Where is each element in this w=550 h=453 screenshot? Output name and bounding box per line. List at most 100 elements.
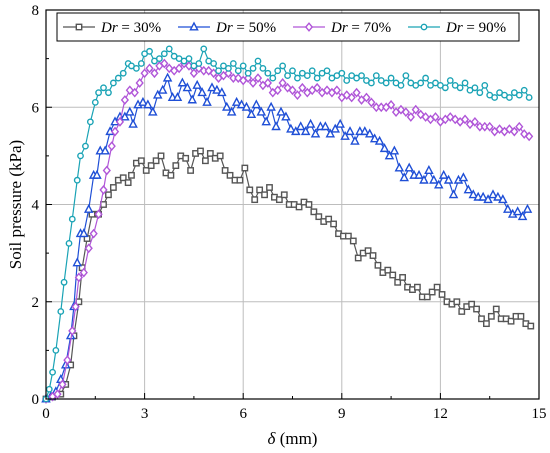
data-point [382, 79, 390, 87]
x-tick-label: 12 [433, 406, 448, 422]
data-point [249, 64, 257, 72]
data-point [84, 243, 93, 254]
data-point [91, 98, 99, 106]
data-point [433, 283, 441, 291]
data-point [369, 133, 380, 143]
data-point [313, 74, 321, 82]
data-point [278, 78, 287, 88]
data-point [478, 315, 485, 323]
legend-label: Dr = 30% [100, 20, 161, 36]
data-point [261, 191, 268, 199]
data-point [83, 203, 94, 213]
data-point [94, 209, 103, 220]
data-point [431, 112, 440, 122]
data-point [253, 73, 263, 83]
data-point [340, 130, 350, 140]
data-point [172, 162, 180, 169]
data-point [65, 239, 73, 247]
data-point [443, 174, 454, 184]
data-point [332, 85, 341, 96]
data-point [517, 211, 528, 221]
x-tick-label: 6 [239, 406, 247, 422]
data-point [276, 106, 286, 116]
data-point [347, 92, 356, 103]
data-point [152, 157, 160, 165]
data-point [374, 261, 382, 269]
series-group [41, 45, 535, 404]
data-point [387, 74, 395, 82]
data-point [394, 162, 405, 172]
data-point [157, 152, 165, 160]
data-point [423, 293, 431, 301]
data-point [367, 79, 375, 87]
data-point [288, 85, 297, 96]
data-point [79, 228, 89, 238]
data-point [507, 317, 515, 325]
data-point [527, 322, 535, 330]
data-point [478, 191, 488, 201]
x-tick-label: 3 [141, 406, 149, 422]
data-point [460, 114, 470, 125]
data-point [352, 87, 361, 98]
data-point [174, 63, 184, 74]
data-point [146, 47, 153, 55]
data-point [295, 121, 306, 131]
data-point [485, 121, 494, 132]
data-point [360, 126, 370, 136]
data-point [364, 128, 375, 138]
data-point [105, 191, 112, 199]
data-point [197, 87, 207, 97]
data-point [99, 185, 108, 195]
data-point [404, 162, 414, 172]
data-point [438, 291, 446, 298]
y-tick-label: 6 [32, 100, 40, 116]
data-point [132, 64, 140, 72]
series-3 [42, 45, 533, 403]
data-point [293, 90, 302, 100]
data-point [216, 152, 224, 160]
y-tick-label: 8 [32, 3, 40, 19]
data-point [246, 109, 257, 119]
data-point [458, 172, 469, 182]
data-point [200, 45, 208, 53]
data-point [72, 257, 82, 267]
x-tick-label: 15 [532, 406, 547, 422]
data-point [236, 176, 244, 184]
data-point [210, 60, 218, 67]
data-point [57, 308, 65, 315]
data-point [140, 68, 149, 79]
data-point [185, 55, 193, 63]
data-point [350, 135, 360, 145]
data-point [389, 271, 397, 279]
legend-label-italic: Dr [445, 20, 463, 36]
data-point [102, 165, 111, 176]
data-point [279, 62, 287, 70]
data-point [520, 129, 529, 139]
data-point [160, 58, 169, 69]
data-point [100, 84, 107, 92]
data-point [471, 84, 479, 92]
data-point [68, 215, 76, 223]
data-point [266, 184, 273, 191]
data-point [384, 266, 392, 274]
series-0 [42, 147, 535, 403]
data-point [82, 142, 89, 150]
data-point [515, 91, 523, 99]
data-point [406, 112, 415, 122]
data-point [303, 72, 311, 80]
data-point [251, 196, 259, 204]
data-point [308, 67, 316, 75]
data-point [182, 154, 190, 162]
data-point [215, 67, 222, 75]
data-point [73, 176, 81, 184]
legend-marker [304, 22, 314, 32]
data-point [441, 84, 449, 92]
data-point [349, 237, 357, 245]
data-point [273, 85, 282, 96]
data-point [261, 116, 271, 126]
data-point [182, 82, 193, 92]
data-point [289, 67, 296, 75]
data-point [358, 72, 365, 80]
